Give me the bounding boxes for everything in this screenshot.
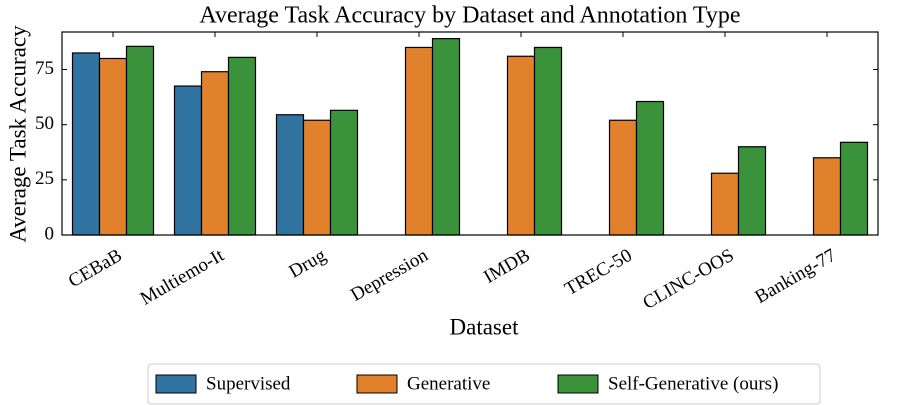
bar: [200, 71, 230, 236]
bar: [71, 52, 101, 236]
x-tick-label: TREC-50: [561, 245, 635, 300]
y-axis-label: Average Task Accuracy: [5, 25, 30, 243]
plot-frame: [61, 31, 879, 236]
bar: [506, 55, 536, 236]
bar: [608, 119, 638, 236]
x-tick-label: Banking-77: [751, 245, 839, 308]
bar: [125, 45, 155, 236]
legend-swatch: [155, 374, 197, 394]
x-tick-label: Multiemo-It: [137, 245, 229, 310]
bar: [98, 57, 128, 236]
legend-box: [147, 363, 821, 405]
x-tick-label: Drug: [285, 245, 330, 283]
legend-label: Self-Generative (ours): [608, 373, 778, 394]
bar: [227, 56, 257, 236]
bar: [737, 146, 767, 236]
y-tick-label: 25: [35, 168, 54, 189]
bar: [404, 46, 434, 236]
bar: [533, 46, 563, 236]
bar: [302, 119, 332, 236]
legend-swatch: [356, 374, 398, 394]
x-tick-label: CLINC-OOS: [639, 245, 737, 314]
x-tick-label: Depression: [347, 245, 432, 306]
x-axis-label: Dataset: [450, 314, 520, 339]
bar: [329, 109, 359, 236]
bar: [635, 100, 665, 236]
y-tick-label: 50: [35, 113, 54, 134]
x-tick-label: IMDB: [480, 245, 533, 288]
bar: [431, 38, 461, 236]
bar: [275, 114, 305, 236]
y-tick-label: 75: [35, 58, 54, 79]
y-tick-label: 0: [45, 223, 55, 244]
x-tick-label: CEBaB: [65, 245, 126, 292]
bar: [173, 85, 203, 236]
bar: [812, 157, 842, 236]
chart-title: Average Task Accuracy by Dataset and Ann…: [199, 3, 740, 29]
legend-label: Supervised: [206, 373, 291, 394]
bar: [839, 141, 869, 236]
legend-label: Generative: [407, 373, 490, 394]
legend-swatch: [557, 374, 599, 394]
bar: [710, 172, 740, 236]
